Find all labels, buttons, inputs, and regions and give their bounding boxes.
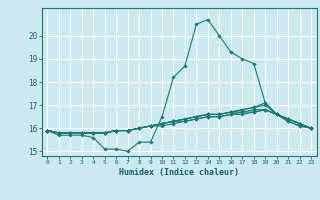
- X-axis label: Humidex (Indice chaleur): Humidex (Indice chaleur): [119, 168, 239, 177]
